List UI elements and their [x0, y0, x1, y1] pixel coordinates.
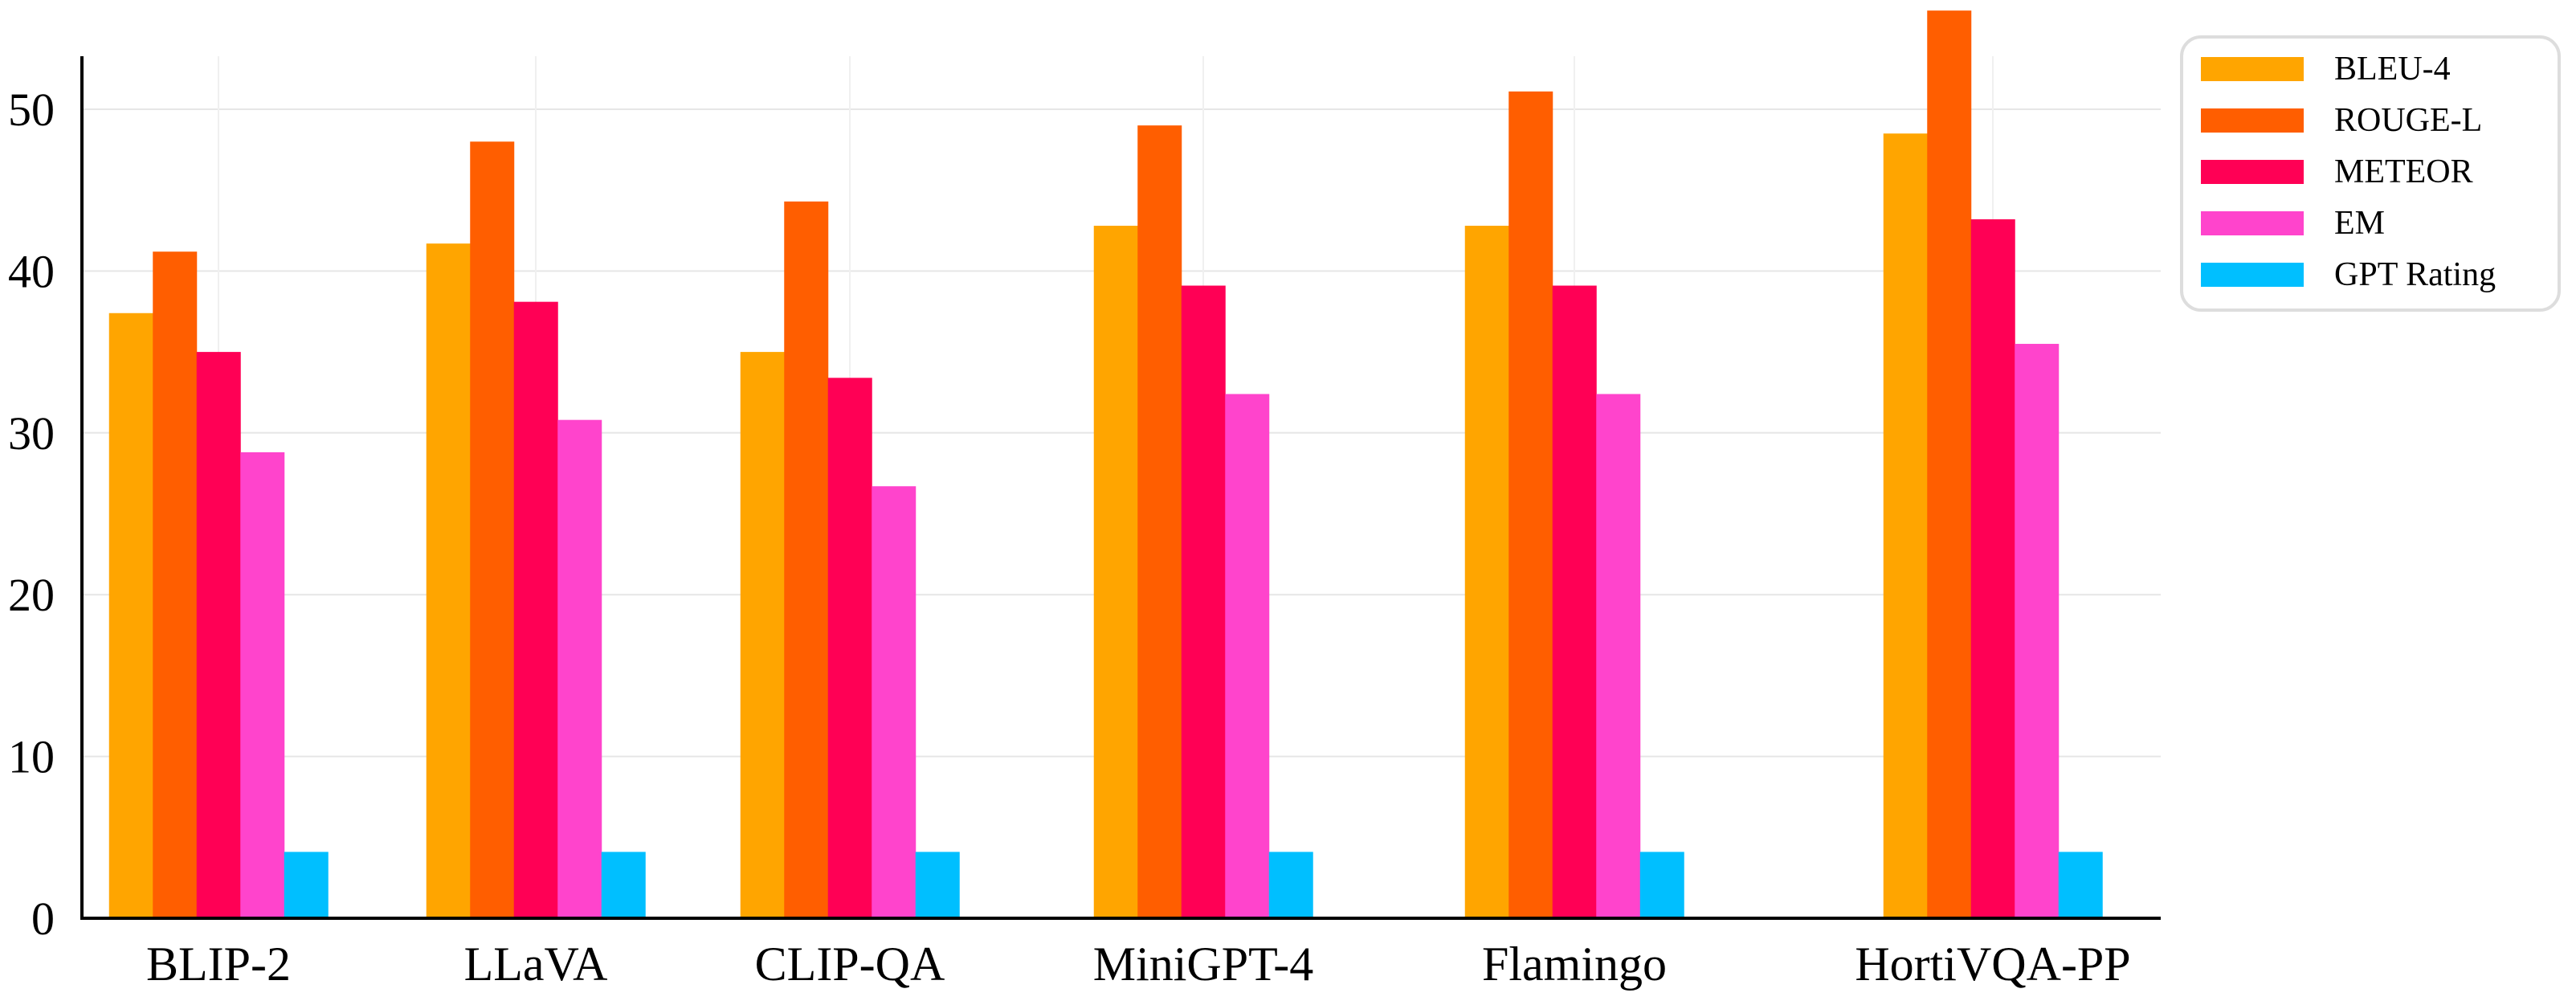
legend-label: ROUGE-L	[2334, 102, 2482, 139]
y-tick-label: 0	[31, 893, 55, 945]
bar-rouge-l-hortivqa-pp	[1927, 10, 1972, 919]
legend-frame	[2180, 35, 2561, 312]
bar-em-blip-2	[240, 451, 285, 918]
bar-gpt-rating-clip-qa	[915, 852, 960, 918]
bar-rouge-l-blip-2	[153, 251, 198, 918]
bar-meteor-hortivqa-pp	[1970, 219, 2015, 918]
x-tick-label: MiniGPT-4	[1093, 938, 1314, 991]
bar-bleu-4-flamingo	[1464, 226, 1509, 918]
bar-bleu-4-hortivqa-pp	[1883, 133, 1928, 918]
x-tick-label: Flamingo	[1482, 938, 1667, 991]
x-tick-label: CLIP-QA	[755, 938, 945, 991]
bar-em-llava	[557, 419, 602, 918]
y-tick-labels: 0 10 20 30 40 50	[8, 84, 55, 945]
bar-bleu-4-blip-2	[108, 313, 153, 918]
x-tick-label: HortiVQA-PP	[1855, 938, 2130, 991]
y-tick-label: 40	[8, 245, 55, 297]
legend-swatch	[2201, 263, 2304, 287]
y-tick-label: 50	[8, 84, 55, 136]
legend-swatch	[2201, 57, 2304, 81]
bar-bleu-4-clip-qa	[740, 352, 785, 919]
legend-swatch	[2201, 160, 2304, 184]
bar-em-minigpt-4	[1225, 394, 1270, 918]
bar-meteor-clip-qa	[827, 378, 872, 919]
bar-meteor-flamingo	[1552, 285, 1597, 918]
bar-rouge-l-llava	[470, 141, 515, 918]
bar-meteor-minigpt-4	[1181, 285, 1226, 918]
bar-rouge-l-flamingo	[1508, 91, 1553, 919]
bar-em-hortivqa-pp	[2015, 344, 2060, 918]
bars	[108, 10, 2103, 919]
y-tick-label: 20	[8, 569, 55, 621]
legend-label: EM	[2334, 205, 2385, 242]
bar-em-flamingo	[1596, 394, 1641, 918]
x-tick-label: BLIP-2	[146, 938, 291, 991]
bar-rouge-l-minigpt-4	[1137, 125, 1182, 918]
bar-meteor-blip-2	[196, 352, 241, 919]
y-tick-label: 10	[8, 731, 55, 783]
legend-label: BLEU-4	[2334, 51, 2451, 88]
bar-rouge-l-clip-qa	[784, 201, 829, 919]
bar-gpt-rating-llava	[601, 852, 646, 918]
bar-gpt-rating-minigpt-4	[1268, 852, 1313, 918]
x-tick-label: LLaVA	[464, 938, 608, 991]
legend: BLEU-4 ROUGE-L METEOR EM GPT Rating	[2180, 35, 2561, 312]
x-tick-labels: BLIP-2 LLaVA CLIP-QA MiniGPT-4 Flamingo Horti…	[146, 938, 2131, 991]
legend-swatch	[2201, 211, 2304, 235]
legend-label: METEOR	[2334, 153, 2473, 190]
legend-items: BLEU-4 ROUGE-L METEOR EM GPT Rating	[2201, 51, 2496, 293]
bar-bleu-4-llava	[426, 243, 471, 918]
y-tick-label: 30	[8, 407, 55, 460]
legend-swatch	[2201, 108, 2304, 133]
bar-em-clip-qa	[872, 486, 917, 918]
bar-meteor-llava	[513, 301, 558, 918]
bar-bleu-4-minigpt-4	[1093, 226, 1138, 918]
bar-gpt-rating-flamingo	[1639, 852, 1684, 918]
bar-gpt-rating-hortivqa-pp	[2058, 852, 2103, 918]
bar-gpt-rating-blip-2	[284, 852, 329, 918]
legend-label: GPT Rating	[2334, 256, 2496, 293]
